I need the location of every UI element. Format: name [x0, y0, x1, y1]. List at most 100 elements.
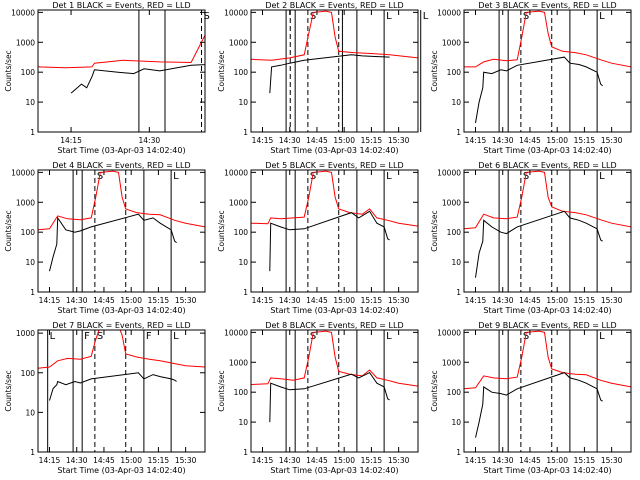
y-tick-label: 1000 — [16, 198, 35, 207]
x-tick-label: 14:15 — [252, 456, 274, 465]
x-axis-label: Start Time (03-Apr-03 14:02:40) — [57, 146, 185, 155]
panel-title: Det 7 BLACK = Events, RED = LLD — [52, 321, 190, 330]
y-tick-label: 1 — [456, 128, 461, 137]
x-tick-label: 14:30 — [279, 456, 301, 465]
x-axis-label: Start Time (03-Apr-03 14:02:40) — [483, 466, 611, 475]
x-tick-label: 14:45 — [93, 296, 115, 305]
x-axis-label: Start Time (03-Apr-03 14:02:40) — [270, 466, 398, 475]
x-tick-label: 15:00 — [120, 456, 142, 465]
y-tick-label: 1000 — [229, 358, 248, 367]
attenuator-label: F — [146, 331, 152, 342]
y-tick-label: 1 — [243, 288, 248, 297]
attenuator-label: F — [84, 331, 90, 342]
y-tick-label: 10 — [25, 258, 35, 267]
x-axis-label: Start Time (03-Apr-03 14:02:40) — [483, 306, 611, 315]
attenuator-label: L — [423, 11, 429, 22]
attenuator-label: L — [386, 171, 392, 182]
attenuator-label: L — [173, 171, 179, 182]
lld-rate-series — [38, 330, 205, 369]
y-tick-label: 10 — [238, 258, 248, 267]
x-tick-label: 15:30 — [601, 136, 623, 145]
lld-rate-series — [251, 170, 418, 227]
panel-title: Det 3 BLACK = Events, RED = LLD — [478, 1, 616, 10]
lld-rate-series — [251, 330, 418, 387]
y-axis-label: Counts/sec — [217, 210, 226, 251]
y-axis-label: Counts/sec — [430, 50, 439, 91]
y-tick-label: 100 — [21, 228, 36, 237]
y-axis-label: Counts/sec — [430, 370, 439, 411]
y-tick-label: 10 — [238, 418, 248, 427]
x-axis-label: Start Time (03-Apr-03 14:02:40) — [483, 146, 611, 155]
plot-frame — [463, 329, 632, 453]
attenuator-label: L — [173, 331, 179, 342]
y-tick-label: 100 — [447, 388, 462, 397]
x-tick-label: 14:15 — [60, 136, 82, 145]
x-tick-label: 14:30 — [66, 296, 88, 305]
y-tick-label: 1 — [30, 128, 35, 137]
attenuator-label: L — [599, 171, 605, 182]
y-tick-label: 100 — [234, 388, 249, 397]
plot-frame — [37, 329, 206, 453]
x-tick-label: 15:30 — [388, 136, 410, 145]
y-tick-label: 1 — [243, 128, 248, 137]
events-rate-series — [70, 64, 205, 94]
x-tick-label: 14:30 — [279, 296, 301, 305]
y-axis-label: Counts/sec — [430, 210, 439, 251]
x-tick-label: 15:00 — [546, 136, 568, 145]
x-tick-label: 14:30 — [492, 456, 514, 465]
y-tick-label: 1000 — [229, 198, 248, 207]
y-tick-label: 10000 — [11, 8, 35, 17]
lld-rate-series — [464, 330, 631, 390]
x-tick-label: 14:45 — [306, 456, 328, 465]
x-tick-label: 14:45 — [93, 456, 115, 465]
x-axis-label: Start Time (03-Apr-03 14:02:40) — [57, 466, 185, 475]
y-tick-label: 10 — [25, 98, 35, 107]
x-tick-label: 14:30 — [139, 136, 161, 145]
x-tick-label: 15:30 — [388, 456, 410, 465]
x-tick-label: 14:45 — [519, 136, 541, 145]
panel-title: Det 2 BLACK = Events, RED = LLD — [265, 1, 403, 10]
x-tick-label: 14:45 — [519, 296, 541, 305]
attenuator-label: L — [599, 331, 605, 342]
x-tick-label: 15:15 — [574, 456, 596, 465]
plot-frame — [250, 329, 419, 453]
y-tick-label: 1000 — [16, 38, 35, 47]
x-tick-label: 14:15 — [465, 136, 487, 145]
attenuator-label: L — [50, 331, 56, 342]
x-tick-label: 15:15 — [361, 456, 383, 465]
x-tick-label: 14:30 — [66, 456, 88, 465]
y-tick-label: 1 — [30, 288, 35, 297]
events-rate-series — [475, 210, 603, 278]
y-tick-label: 1000 — [16, 329, 35, 338]
lld-rate-series — [464, 10, 631, 68]
x-tick-label: 14:15 — [39, 456, 61, 465]
x-axis-label: Start Time (03-Apr-03 14:02:40) — [270, 306, 398, 315]
y-tick-label: 10000 — [224, 168, 248, 177]
x-tick-label: 14:30 — [279, 136, 301, 145]
plot-frame — [463, 9, 632, 133]
y-axis-label: Counts/sec — [4, 50, 13, 91]
x-tick-label: 14:15 — [465, 456, 487, 465]
y-axis-label: Counts/sec — [217, 370, 226, 411]
attenuator-label: S — [97, 331, 103, 342]
events-rate-series — [475, 372, 603, 438]
y-tick-label: 1000 — [442, 38, 461, 47]
y-tick-label: 100 — [447, 68, 462, 77]
y-axis-label: Counts/sec — [4, 210, 13, 251]
y-tick-label: 1000 — [442, 358, 461, 367]
lld-rate-series — [251, 10, 418, 61]
x-tick-label: 15:00 — [333, 136, 355, 145]
y-axis-label: Counts/sec — [217, 50, 226, 91]
y-tick-label: 100 — [234, 68, 249, 77]
events-rate-series — [49, 213, 177, 272]
attenuator-label: S — [310, 11, 316, 22]
y-tick-label: 10000 — [11, 168, 35, 177]
lld-rate-series — [38, 170, 205, 231]
x-tick-label: 14:45 — [519, 456, 541, 465]
events-rate-series — [269, 371, 390, 423]
